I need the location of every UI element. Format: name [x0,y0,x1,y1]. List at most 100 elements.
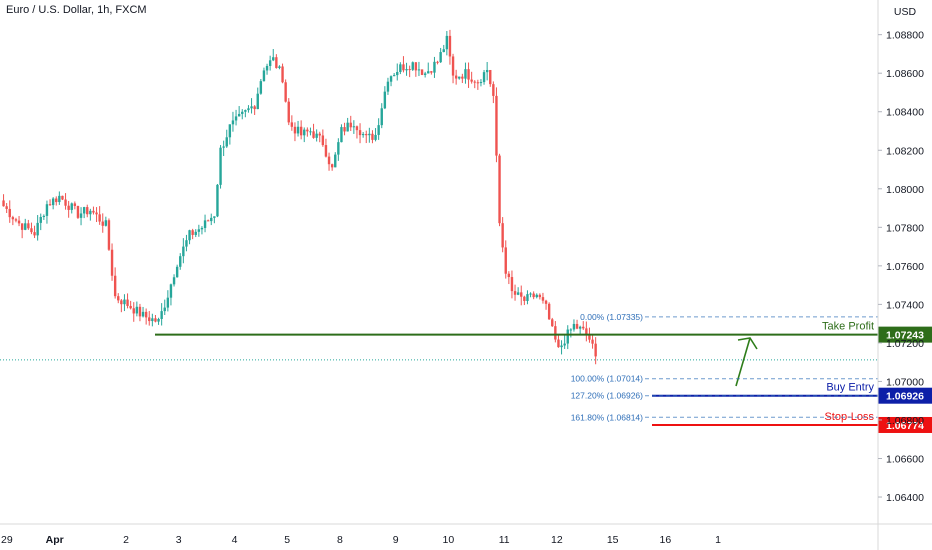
candle-body [73,203,77,206]
candle-body [451,56,455,76]
candle-body [237,113,241,117]
candle-body [526,294,529,301]
candle-body [222,146,225,148]
candle-body [123,299,126,305]
candle-body [411,62,414,70]
candle-body [219,147,222,185]
candle-body [588,335,591,340]
candle-body [566,329,569,344]
candle-body [306,129,309,132]
time-tick-label: 29 [1,534,13,546]
candle-body [476,82,480,84]
candle-body [11,217,15,220]
candle-body [194,231,197,235]
candle-body [163,307,166,312]
candle-body [330,164,334,168]
time-tick-label: 1 [715,534,721,546]
candle-body [547,303,551,320]
candle-body [33,232,36,236]
time-tick-label: 16 [660,534,672,546]
candle-body [423,73,427,75]
candle-body [516,292,520,295]
candle-body [346,122,349,132]
candle-body [299,126,303,136]
candle-body [377,125,380,135]
fib-level-label: 161.80% (1.06814) [571,412,643,422]
candle-body [138,306,142,317]
candle-body [594,343,597,357]
candle-body [30,228,33,233]
candle-body [64,199,67,206]
candle-body [479,82,483,84]
candle-body [467,69,470,80]
candle-body [259,81,263,94]
candle-body [296,126,300,134]
time-tick-label: 3 [176,534,182,546]
candle-body [278,66,281,68]
price-tick-label: 1.06600 [886,454,924,466]
candle-body [253,106,256,110]
candle-body [8,208,11,218]
buy-entry-label: Buy Entry [826,382,874,394]
fib-level-label: 127.20% (1.06926) [571,391,643,401]
candle-body [520,292,523,297]
candle-body [141,311,145,317]
price-tick-label: 1.06800 [886,415,924,427]
candle-body [482,72,486,83]
candle-body [532,293,535,298]
price-tick-label: 1.08800 [886,30,924,42]
fibonacci-extension[interactable]: 0.00% (1.07335) 100.00% (1.07014) 127.20% … [571,312,878,422]
price-tick-label: 1.07800 [886,222,924,234]
candle-body [197,229,201,232]
candle-body [20,223,24,230]
candle-body [327,156,331,165]
time-tick-label: 2 [123,534,129,546]
time-tick-label: 10 [443,534,455,546]
candle-body [439,52,442,63]
time-tick-label: 12 [551,534,563,546]
candle-body [275,57,278,68]
candle-body [454,75,458,79]
candle-body [262,70,266,82]
candle-body [464,69,467,79]
price-tick-label: 1.07600 [886,261,924,273]
candle-body [501,223,504,248]
chart-title: Euro / U.S. Dollar, 1h, FXCM [6,4,147,16]
up-arrow-icon [735,337,751,387]
candle-body [343,127,346,132]
candle-body [107,220,111,250]
candle-body [309,131,312,133]
candle-body [281,66,284,83]
candle-body [554,326,557,340]
candle-body [70,203,73,210]
candle-body [185,240,188,247]
candle-body [135,306,139,314]
candle-body [380,108,383,126]
candle-body [113,275,117,297]
candle-body [172,277,176,285]
candle-body [582,326,585,329]
candle-body [507,273,511,278]
candle-body [160,311,163,319]
time-tick-label: 15 [607,534,619,546]
candle-body [318,133,321,136]
candle-body [58,195,61,203]
candle-body [417,69,421,71]
candle-body [392,75,396,77]
candle-body [541,297,545,301]
candle-body [203,220,207,228]
candle-body [504,247,507,274]
candle-body [551,319,554,327]
candle-body [436,61,439,63]
candle-body [470,79,473,82]
candle-body [498,155,501,224]
candle-body [247,108,250,111]
candle-body [82,207,86,214]
candle-body [110,249,114,276]
candle-body [188,230,191,241]
candle-body [337,142,340,155]
buy-entry-price-label: 1.06926 [886,391,924,403]
candle-body [225,137,228,147]
